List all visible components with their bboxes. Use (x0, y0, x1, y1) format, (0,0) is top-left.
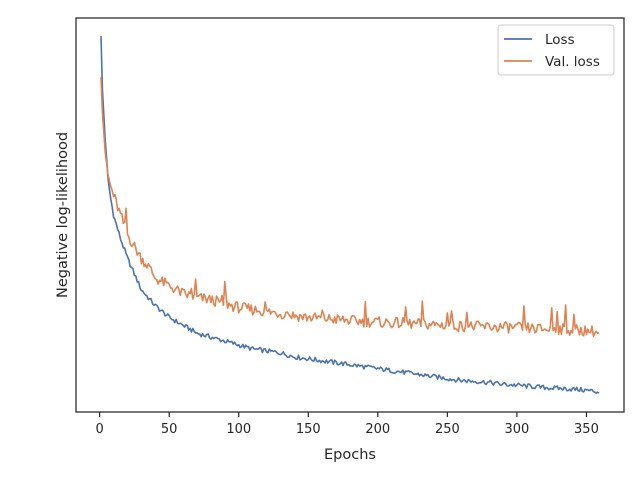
x-tick-label: 50 (161, 422, 178, 437)
x-axis-label: Epochs (324, 447, 376, 463)
x-tick-label: 250 (435, 422, 460, 437)
legend: Loss Val. loss (497, 24, 615, 76)
legend-box (497, 24, 615, 76)
series-lines (100, 36, 600, 394)
series-line-val-loss (100, 77, 600, 338)
series-line-loss (100, 36, 600, 394)
x-tick-label: 200 (365, 422, 390, 437)
x-tick-label: 0 (96, 422, 104, 437)
legend-label-val-loss: Val. loss (545, 54, 600, 70)
x-tick-label: 100 (226, 422, 251, 437)
x-tick-label: 300 (504, 422, 529, 437)
y-axis-label: Negative log-likelihood (55, 132, 71, 298)
x-axis-ticks: 0 50 100 150 200 250 300 350 (96, 412, 599, 437)
x-tick-label: 150 (296, 422, 321, 437)
legend-label-loss: Loss (545, 32, 575, 48)
x-tick-label: 350 (574, 422, 599, 437)
plot-area-frame (75, 17, 625, 413)
